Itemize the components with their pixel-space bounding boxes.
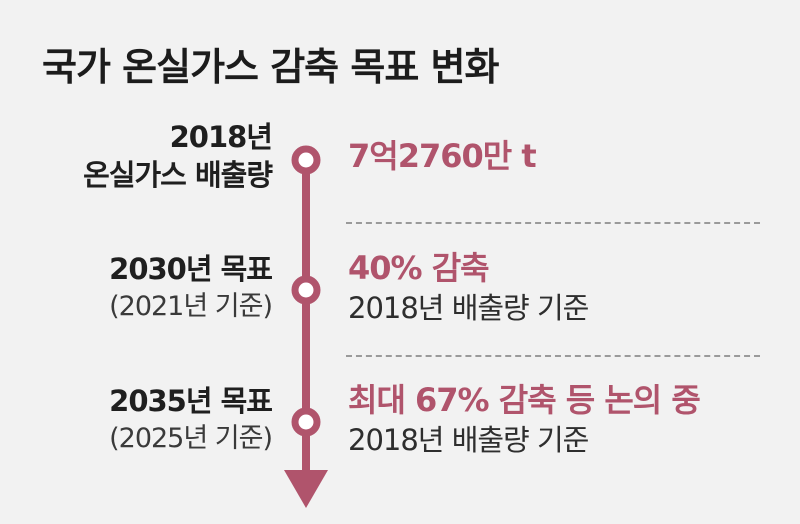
- timeline-arrow-icon: [284, 470, 328, 508]
- label-2035-line1: 2035년 목표: [109, 384, 273, 418]
- value-2035: 최대 67% 감축 등 논의 중 2018년 배출량 기준: [348, 380, 701, 460]
- label-2030-line2: (2021년 기준): [109, 291, 273, 322]
- label-2018: 2018년 온실가스 배출량: [83, 118, 273, 194]
- divider-2: [346, 355, 760, 357]
- label-2018-line1: 2018년: [169, 120, 273, 154]
- divider-1: [346, 222, 760, 224]
- value-2035-text: 최대 67% 감축 등 논의 중: [348, 381, 701, 419]
- timeline-node-2018: [291, 145, 321, 175]
- note-2035: 2018년 배출량 기준: [348, 423, 589, 457]
- value-2030: 40% 감축 2018년 배출량 기준: [348, 248, 589, 328]
- timeline-node-2030: [291, 275, 321, 305]
- timeline-node-2035: [291, 407, 321, 437]
- value-2018: 7억2760만 t: [348, 136, 537, 176]
- label-2030: 2030년 목표 (2021년 기준): [109, 250, 273, 326]
- label-2035-line2: (2025년 기준): [109, 423, 273, 454]
- note-2030: 2018년 배출량 기준: [348, 291, 589, 325]
- label-2018-line2: 온실가스 배출량: [83, 158, 273, 192]
- label-2035: 2035년 목표 (2025년 기준): [109, 382, 273, 458]
- value-2018-text: 7억2760만 t: [348, 137, 537, 175]
- value-2030-text: 40% 감축: [348, 249, 490, 287]
- label-2030-line1: 2030년 목표: [109, 252, 273, 286]
- page-title: 국가 온실가스 감축 목표 변화: [42, 45, 499, 89]
